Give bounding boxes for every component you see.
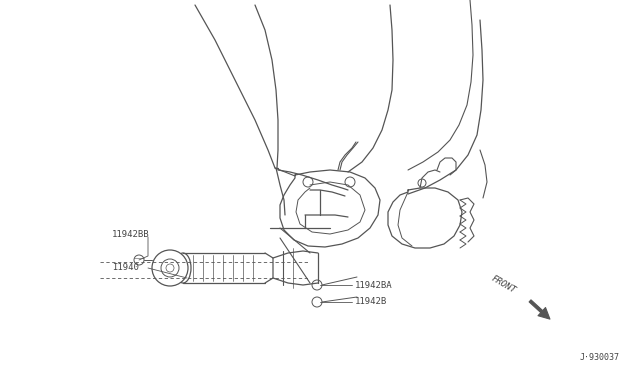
Circle shape bbox=[345, 177, 355, 187]
Circle shape bbox=[312, 280, 322, 290]
Text: I1940: I1940 bbox=[112, 263, 139, 273]
FancyArrowPatch shape bbox=[529, 300, 550, 319]
Text: J·930037: J·930037 bbox=[580, 353, 620, 362]
Circle shape bbox=[418, 179, 426, 187]
Circle shape bbox=[161, 259, 179, 277]
Circle shape bbox=[152, 250, 188, 286]
Text: 11942BA: 11942BA bbox=[355, 280, 392, 289]
Text: FRONT: FRONT bbox=[490, 275, 518, 296]
Text: 11942BB: 11942BB bbox=[112, 230, 150, 238]
Text: 11942B: 11942B bbox=[355, 298, 387, 307]
Circle shape bbox=[166, 264, 174, 272]
Ellipse shape bbox=[175, 253, 191, 283]
Circle shape bbox=[312, 297, 322, 307]
Circle shape bbox=[303, 177, 313, 187]
Circle shape bbox=[134, 255, 144, 265]
